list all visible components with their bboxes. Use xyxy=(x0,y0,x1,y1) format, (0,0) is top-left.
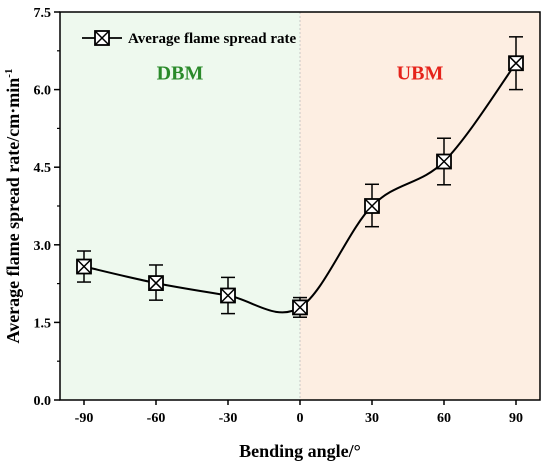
x-tick-label: -90 xyxy=(75,411,94,426)
x-tick-label: -30 xyxy=(219,411,238,426)
x-tick-label: 0 xyxy=(297,411,304,426)
marker-cross xyxy=(220,287,236,304)
y-axis-label-superscript: -1 xyxy=(3,69,15,78)
marker-cross xyxy=(94,30,110,46)
y-tick-label: 7.5 xyxy=(34,6,52,21)
data-point xyxy=(364,198,380,214)
data-point xyxy=(220,287,236,304)
region-labels: DBM UBM xyxy=(157,62,444,84)
region-label-dbm: DBM xyxy=(157,62,204,84)
region-backgrounds xyxy=(60,12,540,400)
y-axis-label: Average flame spread rate/cm·min-1 xyxy=(3,69,23,344)
legend: Average flame spread rate xyxy=(82,30,296,47)
data-point xyxy=(76,258,92,275)
data-point xyxy=(436,153,452,170)
y-axis-ticks: 0.0 1.5 3.0 4.5 6.0 7.5 xyxy=(34,6,60,409)
marker-cross xyxy=(508,55,524,71)
x-tick-label: -60 xyxy=(147,411,166,426)
legend-label: Average flame spread rate xyxy=(128,31,296,47)
data-point xyxy=(508,55,524,72)
data-markers xyxy=(76,55,524,316)
y-axis-label-main: Average flame spread rate/cm·min xyxy=(3,78,23,344)
region-ubm xyxy=(300,12,540,400)
x-axis-ticks: -90 -60 -30 0 30 60 90 xyxy=(75,400,523,426)
x-axis-label: Bending angle/° xyxy=(239,441,361,461)
marker-cross xyxy=(148,275,164,291)
data-point xyxy=(292,299,308,316)
marker-cross xyxy=(436,153,452,170)
y-tick-label: 0.0 xyxy=(34,394,52,409)
legend-marker-symbol xyxy=(94,30,110,46)
y-tick-label: 1.5 xyxy=(34,316,52,331)
x-tick-label: 90 xyxy=(509,411,523,426)
marker-cross xyxy=(292,299,308,315)
y-tick-label: 6.0 xyxy=(34,84,52,99)
marker-cross xyxy=(76,258,92,275)
marker-cross xyxy=(364,198,380,214)
legend-marker xyxy=(94,30,110,46)
y-tick-label: 3.0 xyxy=(34,239,52,254)
x-tick-label: 60 xyxy=(437,411,451,426)
y-tick-label: 4.5 xyxy=(34,161,52,176)
data-point xyxy=(148,275,164,291)
x-tick-label: 30 xyxy=(365,411,379,426)
region-dbm xyxy=(60,12,300,400)
region-label-ubm: UBM xyxy=(397,62,444,84)
